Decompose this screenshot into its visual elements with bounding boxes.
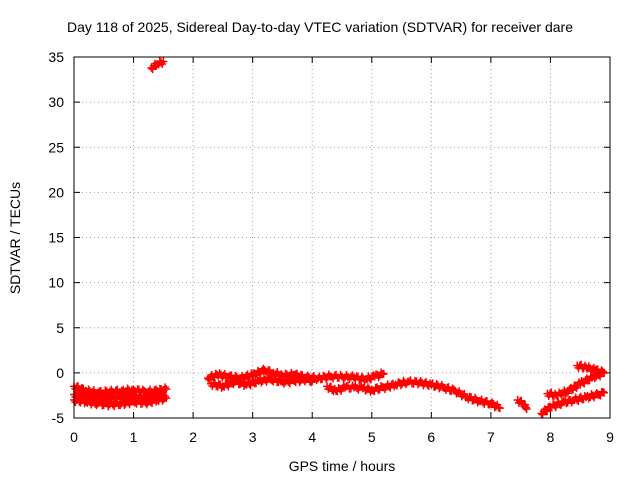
x-tick-label: 6	[427, 429, 435, 445]
data-layer	[70, 57, 609, 419]
x-tick-label: 9	[606, 429, 614, 445]
data-point	[159, 57, 168, 66]
x-tick-label: 3	[249, 429, 257, 445]
y-tick-label: 35	[48, 49, 64, 65]
x-axis-label: GPS time / hours	[289, 458, 396, 474]
y-tick-label: 15	[48, 230, 64, 246]
plot-frame	[73, 56, 611, 419]
data-point	[598, 387, 607, 396]
data-point	[495, 404, 504, 413]
y-tick-label: 0	[56, 365, 64, 381]
x-tick-label: 7	[487, 429, 495, 445]
y-tick-label: 10	[48, 275, 64, 291]
data-point	[488, 398, 497, 407]
data-point	[159, 390, 168, 399]
y-tick-label: -5	[52, 410, 65, 426]
grid-layer	[74, 57, 610, 418]
series-seg-gap	[513, 395, 531, 413]
y-tick-label: 25	[48, 139, 64, 155]
data-point	[307, 378, 316, 387]
y-tick-label: 30	[48, 94, 64, 110]
x-tick-label: 1	[130, 429, 138, 445]
x-tick-label: 0	[70, 429, 78, 445]
data-point	[251, 371, 260, 380]
x-tick-label: 8	[547, 429, 555, 445]
data-point	[308, 376, 317, 385]
series-seg-late-a	[537, 387, 609, 419]
data-point	[83, 390, 92, 399]
data-point	[567, 386, 576, 395]
y-tick-label: 5	[56, 320, 64, 336]
series-seg-mid-b	[206, 373, 317, 392]
data-point	[590, 374, 599, 383]
series-seg-mid-a	[204, 364, 388, 385]
data-point	[162, 385, 171, 394]
x-tick-label: 5	[368, 429, 376, 445]
y-tick-label: 20	[48, 184, 64, 200]
x-tick-label: 2	[189, 429, 197, 445]
data-point	[598, 367, 607, 376]
data-point	[600, 368, 609, 377]
data-point	[157, 389, 166, 398]
y-axis-label: SDTVAR / TECUs	[7, 182, 23, 294]
data-point	[522, 404, 531, 413]
tick-layer: 0 1 2 3 4 5 6 7 8 9 -5 0 5 10 15 20 25 30 35	[48, 49, 614, 445]
series-seg-high	[147, 57, 168, 74]
data-point	[600, 388, 609, 397]
chart-title: Day 118 of 2025, Sidereal Day-to-day VTE…	[67, 19, 573, 35]
series-seg-mid-c	[323, 376, 504, 413]
series-seg-late-c	[573, 360, 609, 377]
data-point	[161, 383, 170, 392]
data-point	[379, 369, 388, 378]
x-tick-label: 4	[308, 429, 316, 445]
